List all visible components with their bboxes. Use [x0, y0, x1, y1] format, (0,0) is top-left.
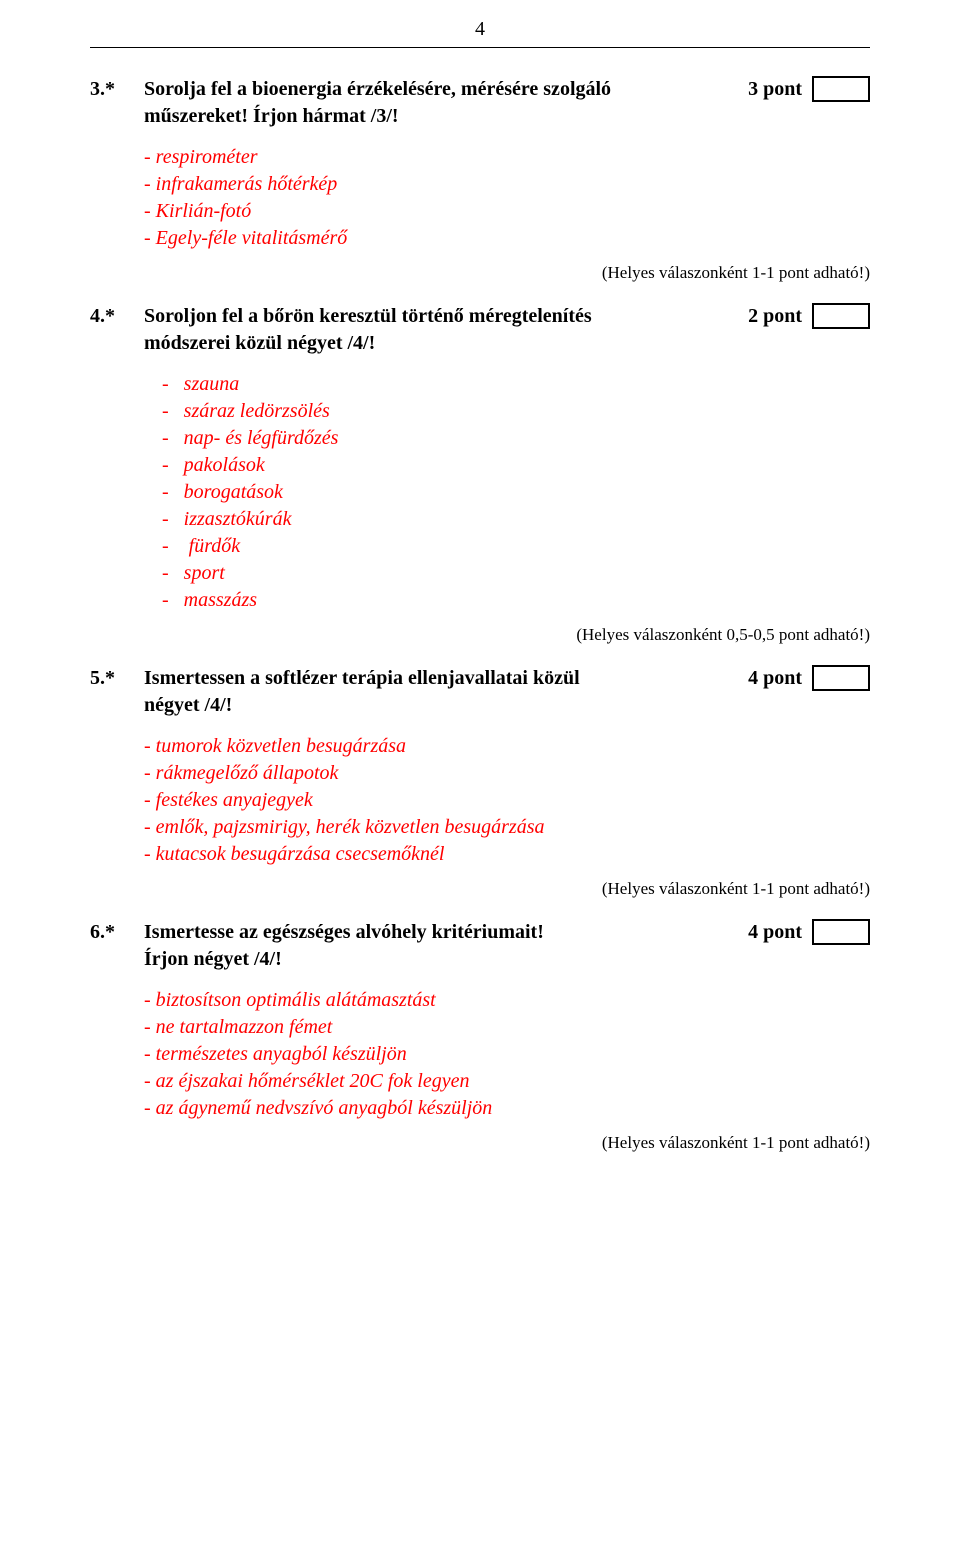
- q3-answers: respirométer infrakamerás hőtérkép Kirli…: [144, 144, 870, 252]
- answer-item: respirométer: [144, 144, 870, 171]
- answer-item: festékes anyajegyek: [144, 787, 870, 814]
- header-rule: [90, 47, 870, 48]
- q3-title-line1: Sorolja fel a bioenergia érzékelésére, m…: [144, 76, 738, 103]
- answer-item: masszázs: [144, 587, 870, 614]
- q5-points: 4 pont: [748, 665, 802, 692]
- answer-item: biztosítson optimális alátámasztást: [144, 987, 870, 1014]
- q6-scorebox[interactable]: [812, 919, 870, 945]
- q5-answers: tumorok közvetlen besugárzása rákmegelőz…: [144, 733, 870, 868]
- answer-item: fürdők: [144, 533, 870, 560]
- answer-item: sport: [144, 560, 870, 587]
- q5-number: 5.*: [90, 665, 144, 692]
- answer-item: borogatások: [144, 479, 870, 506]
- q3-scorebox[interactable]: [812, 76, 870, 102]
- q3-title-line2: műszereket! Írjon hármat /3/!: [144, 103, 738, 130]
- question-4: 4.* Soroljon fel a bőrön keresztül törté…: [90, 303, 870, 357]
- q3-number: 3.*: [90, 76, 144, 103]
- answer-item: száraz ledörzsölés: [144, 398, 870, 425]
- answer-item: rákmegelőző állapotok: [144, 760, 870, 787]
- question-3: 3.* Sorolja fel a bioenergia érzékelésér…: [90, 76, 870, 130]
- answer-item: kutacsok besugárzása csecsemőknél: [144, 841, 870, 868]
- answer-item: szauna: [144, 371, 870, 398]
- q5-title-line2: négyet /4/!: [144, 692, 738, 719]
- answer-item: Kirlián-fotó: [144, 198, 870, 225]
- answer-item: ne tartalmazzon fémet: [144, 1014, 870, 1041]
- answer-item: az éjszakai hőmérséklet 20C fok legyen: [144, 1068, 870, 1095]
- answer-item: infrakamerás hőtérkép: [144, 171, 870, 198]
- page-number: 4: [90, 0, 870, 47]
- q4-answers: szauna száraz ledörzsölés nap- és légfür…: [144, 371, 870, 614]
- answer-item: izzasztókúrák: [144, 506, 870, 533]
- q5-scorebox[interactable]: [812, 665, 870, 691]
- q6-answers: biztosítson optimális alátámasztást ne t…: [144, 987, 870, 1122]
- q6-note: (Helyes válaszonként 1-1 pont adható!): [90, 1132, 870, 1155]
- answer-item: természetes anyagból készüljön: [144, 1041, 870, 1068]
- q6-title-line2: Írjon négyet /4/!: [144, 946, 738, 973]
- answer-item: Egely-féle vitalitásmérő: [144, 225, 870, 252]
- answer-item: az ágynemű nedvszívó anyagból készüljön: [144, 1095, 870, 1122]
- answer-item: emlők, pajzsmirigy, herék közvetlen besu…: [144, 814, 870, 841]
- question-6: 6.* Ismertesse az egészséges alvóhely kr…: [90, 919, 870, 973]
- q4-note: (Helyes válaszonként 0,5-0,5 pont adható…: [90, 624, 870, 647]
- q3-points: 3 pont: [748, 76, 802, 103]
- q4-points: 2 pont: [748, 303, 802, 330]
- q6-number: 6.*: [90, 919, 144, 946]
- q6-points: 4 pont: [748, 919, 802, 946]
- q5-title-line1: Ismertessen a softlézer terápia ellenjav…: [144, 665, 738, 692]
- answer-item: nap- és légfürdőzés: [144, 425, 870, 452]
- q4-scorebox[interactable]: [812, 303, 870, 329]
- q6-title-line1: Ismertesse az egészséges alvóhely kritér…: [144, 919, 738, 946]
- q4-title-line1: Soroljon fel a bőrön keresztül történő m…: [144, 303, 738, 330]
- q3-note: (Helyes válaszonként 1-1 pont adható!): [90, 262, 870, 285]
- answer-item: tumorok közvetlen besugárzása: [144, 733, 870, 760]
- q4-number: 4.*: [90, 303, 144, 330]
- question-5: 5.* Ismertessen a softlézer terápia elle…: [90, 665, 870, 719]
- answer-item: pakolások: [144, 452, 870, 479]
- q5-note: (Helyes válaszonként 1-1 pont adható!): [90, 878, 870, 901]
- q4-title-line2: módszerei közül négyet /4/!: [144, 330, 738, 357]
